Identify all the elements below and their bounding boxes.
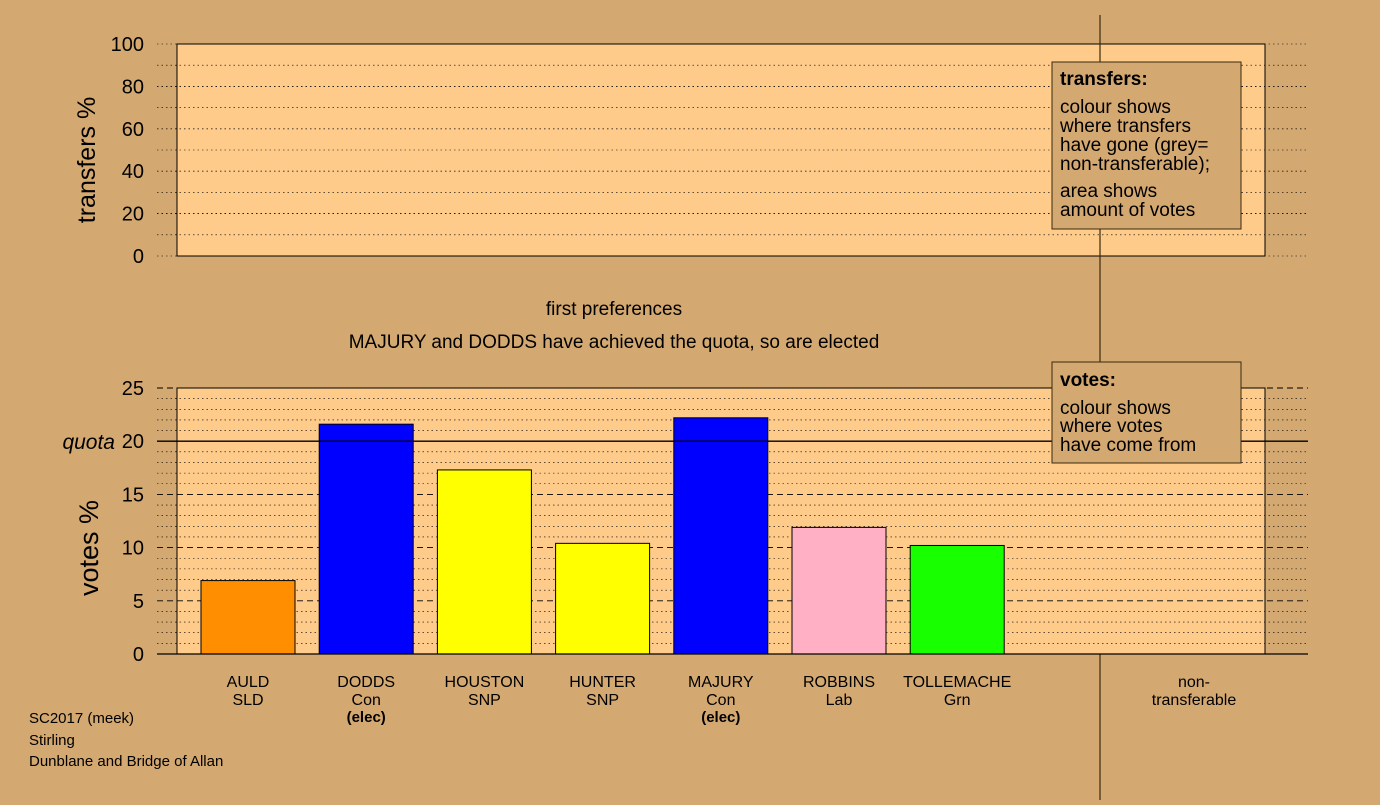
votes-legend-title: votes: [1060,370,1116,391]
transfers-legend-line: non-transferable); [1060,154,1210,175]
votes-bars [200,417,1005,655]
vote-bar-houston [436,469,532,655]
transfers-legend-line: where transfers [1059,116,1191,137]
vote-bar-hunter [555,542,651,655]
candidate-name: HUNTER [569,674,636,691]
candidate-party: Lab [826,692,853,709]
votes-y-axis-label: votes % [74,500,104,596]
quota-label: quota [62,431,115,454]
transfers-tick-label: 80 [122,76,144,98]
transfers-tick-label: 100 [111,34,144,56]
candidate-name: ROBBINS [803,674,875,691]
votes-tick-label: 5 [133,591,144,613]
votes-tick-label: 20 [122,431,144,453]
transfers-tick-label: 40 [122,161,144,183]
vote-bar-tollemache [909,544,1005,655]
transfers-legend-box [1051,61,1242,230]
votes-legend-line: have come from [1060,435,1196,456]
transfers-legend-line: colour shows [1060,97,1171,118]
vote-bar-dodds [318,423,414,655]
vote-bar-majury [673,417,769,655]
transfers-legend-line: area shows [1060,181,1157,202]
votes-legend: votes: colour shows where votes have com… [1051,361,1242,464]
nontransferable-label-line: non- [1178,674,1210,691]
transfers-tick-label: 20 [122,204,144,226]
candidate-name: MAJURY [688,674,754,691]
footer-ward: Dunblane and Bridge of Allan [29,753,223,770]
candidate-name: DODDS [337,674,395,691]
votes-tick-label: 25 [122,378,144,400]
candidate-party: SLD [232,692,263,709]
vote-bar-robbins [791,526,887,655]
candidate-party: SNP [468,692,501,709]
votes-legend-line: colour shows [1060,398,1171,419]
candidate-name: TOLLEMACHE [903,674,1011,691]
candidate-party: Grn [944,692,971,709]
vote-bar-auld [200,580,296,655]
candidate-labels: AULDSLDDODDSCon(elec)HOUSTONSNPHUNTERSNP… [227,674,1012,726]
candidate-name: AULD [227,674,270,691]
transfers-legend-title: transfers: [1060,69,1148,90]
votes-tick-label: 10 [122,538,144,560]
transfers-legend: transfers: colour shows where transfers … [1051,61,1242,230]
candidate-name: HOUSTON [445,674,525,691]
status-message: MAJURY and DODDS have achieved the quota… [349,332,880,353]
stage-label: first preferences [546,299,682,320]
footer-election: SC2017 (meek) [29,710,134,727]
transfers-legend-line: have gone (grey= [1060,135,1208,156]
candidate-party: Con [706,692,735,709]
votes-legend-box [1051,361,1242,464]
transfers-tick-label: 60 [122,119,144,141]
footer-council: Stirling [29,732,75,749]
candidate-elected: (elec) [347,709,386,726]
candidate-elected: (elec) [701,709,740,726]
transfers-tick-label: 0 [133,246,144,268]
votes-legend-line: where votes [1059,416,1162,437]
votes-tick-label: 15 [122,484,144,506]
candidate-party: SNP [586,692,619,709]
transfers-y-axis-label: transfers % [73,97,101,223]
candidate-party: Con [352,692,381,709]
transfers-legend-line: amount of votes [1060,200,1195,221]
nontransferable-label-line: transferable [1152,692,1237,709]
votes-tick-label: 0 [133,644,144,666]
